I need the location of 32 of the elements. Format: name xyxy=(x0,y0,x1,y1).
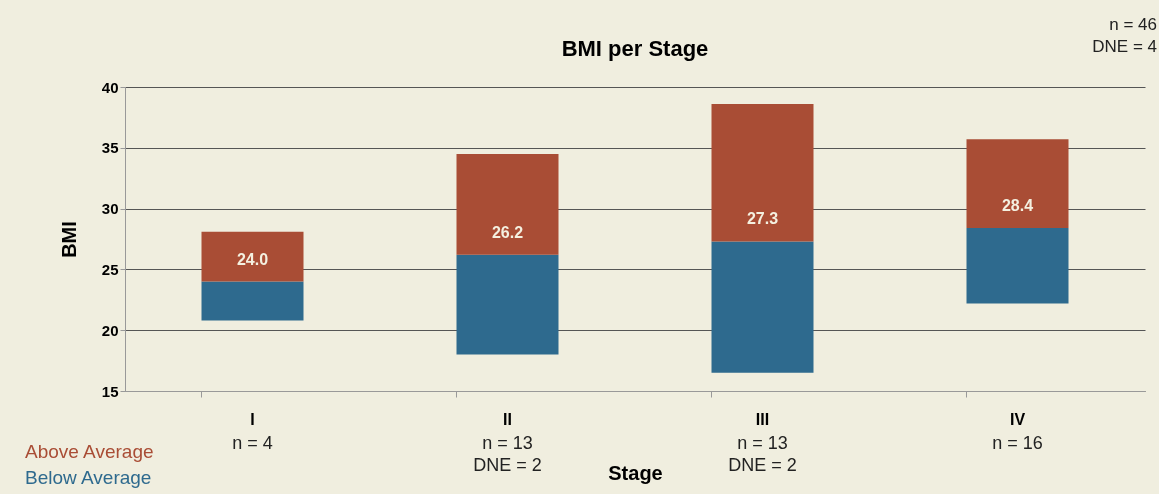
bar xyxy=(966,139,1069,229)
y-tick-label: 25 xyxy=(101,260,119,278)
x-axis-title: Stage xyxy=(608,461,663,484)
bar xyxy=(711,104,814,242)
y-tick-label: 20 xyxy=(101,321,119,339)
x-tick-label: III xyxy=(755,410,770,428)
chart-title: BMI per Stage xyxy=(561,36,709,61)
annotation: 27.3 xyxy=(746,210,779,228)
text: n = 13 DNE = 2 xyxy=(728,433,797,475)
x-tick-label: IV xyxy=(1009,410,1026,428)
bar xyxy=(456,153,559,255)
annotation: 24.0 xyxy=(236,250,269,268)
bar xyxy=(966,228,1069,304)
bar xyxy=(456,254,559,355)
annotation: 28.4 xyxy=(1001,197,1034,215)
x-tick-label: II xyxy=(503,410,512,428)
y-axis-title: BMI xyxy=(57,221,80,258)
x-tick-label: I xyxy=(250,410,255,428)
text: n = 4 xyxy=(232,433,273,453)
y-tick-label: 35 xyxy=(101,139,119,157)
text: n = 46 DNE = 4 xyxy=(1092,15,1157,56)
bar xyxy=(711,241,814,373)
text: Above Average xyxy=(25,441,154,462)
annotation: 26.2 xyxy=(491,223,524,241)
y-tick-label: 15 xyxy=(101,382,119,400)
bar xyxy=(201,281,304,321)
text: n = 13 DNE = 2 xyxy=(473,433,542,475)
y-tick-label: 30 xyxy=(101,200,119,218)
text: Below Average xyxy=(25,467,152,488)
y-tick-label: 40 xyxy=(101,78,119,96)
bar xyxy=(201,231,304,282)
text: n = 16 xyxy=(992,433,1043,453)
